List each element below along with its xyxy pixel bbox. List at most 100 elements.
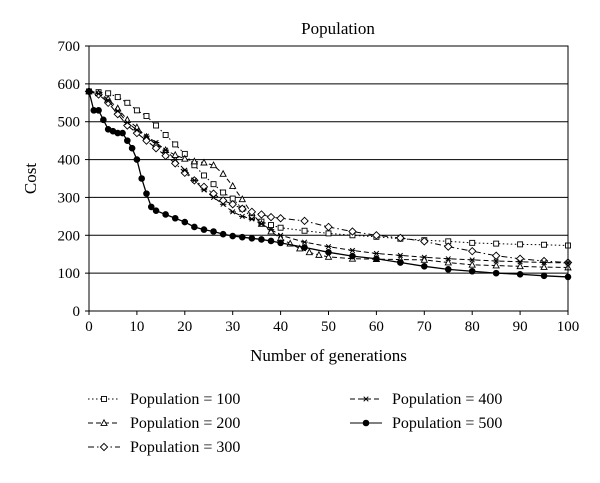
- y-tick-label: 100: [58, 266, 81, 282]
- data-point: [200, 187, 208, 193]
- series-line: [88, 90, 569, 264]
- data-point: [540, 262, 548, 270]
- data-point: [467, 246, 477, 256]
- data-point: [492, 269, 500, 277]
- data-point: [172, 141, 179, 148]
- legend-marker: [362, 419, 370, 427]
- data-point: [220, 189, 227, 196]
- legend-label: Population = 300: [130, 439, 240, 456]
- legend-marker: [362, 396, 370, 402]
- x-tick-label: 20: [177, 319, 192, 335]
- data-point: [373, 250, 380, 257]
- series-line: [88, 90, 569, 247]
- data-point: [239, 213, 246, 220]
- data-point: [266, 212, 276, 222]
- data-point: [100, 116, 107, 124]
- series-5: [85, 88, 572, 281]
- y-tick-label: 0: [73, 304, 81, 320]
- data-point: [104, 98, 112, 104]
- data-point: [181, 218, 189, 226]
- data-point: [268, 222, 274, 229]
- data-point: [276, 214, 285, 223]
- legend-label: Population = 500: [392, 415, 502, 432]
- x-tick-label: 30: [225, 319, 240, 335]
- data-point: [444, 242, 453, 251]
- legend: Population = 100 Population = 200 Populati…: [88, 391, 502, 456]
- data-point: [228, 200, 237, 209]
- data-point: [114, 108, 121, 114]
- x-tick-label: 50: [321, 319, 336, 335]
- x-tick-label: 100: [557, 319, 580, 335]
- series-line: [88, 90, 569, 264]
- data-point: [325, 230, 332, 237]
- series-3: [84, 87, 573, 267]
- data-point: [152, 139, 160, 146]
- data-point: [133, 156, 141, 163]
- data-point: [95, 91, 102, 97]
- data-point: [248, 216, 256, 222]
- data-point: [540, 272, 548, 280]
- legend-label: Population = 400: [392, 391, 502, 408]
- data-point: [143, 133, 150, 139]
- data-point: [133, 107, 140, 114]
- data-point: [229, 209, 236, 215]
- data-point: [209, 161, 218, 169]
- data-point: [324, 252, 333, 260]
- x-tick-label: 80: [465, 319, 480, 335]
- data-point: [315, 250, 323, 258]
- x-tick-label: 0: [85, 319, 93, 335]
- data-point: [147, 203, 155, 211]
- data-point: [349, 247, 356, 254]
- data-point: [300, 216, 309, 226]
- y-tick-label: 200: [58, 228, 81, 244]
- x-axis-ticks: 0 10 20 30 40 50 60 70 80 90 100: [85, 311, 579, 335]
- data-point: [143, 113, 150, 119]
- data-point: [153, 122, 160, 129]
- data-point: [210, 181, 217, 188]
- data-point: [444, 266, 452, 273]
- series-4: [85, 88, 572, 266]
- data-point: [267, 237, 275, 245]
- data-point: [469, 257, 476, 263]
- data-point: [201, 172, 207, 179]
- y-tick-label: 700: [58, 39, 81, 55]
- data-point: [171, 150, 179, 158]
- y-tick-label: 300: [58, 190, 81, 206]
- data-point: [468, 260, 476, 268]
- data-point: [445, 256, 452, 262]
- legend-marker: [99, 442, 109, 452]
- plot-series: [84, 87, 573, 281]
- data-point: [171, 214, 179, 222]
- data-point: [181, 154, 189, 162]
- data-point: [191, 223, 198, 231]
- data-point: [539, 256, 549, 266]
- data-point: [301, 227, 308, 234]
- data-point: [516, 259, 524, 265]
- x-tick-label: 40: [273, 319, 288, 335]
- data-point: [228, 181, 237, 189]
- data-point: [444, 258, 453, 266]
- data-point: [301, 239, 308, 245]
- data-point: [540, 259, 548, 266]
- data-point: [162, 132, 169, 138]
- x-tick-label: 10: [129, 319, 144, 335]
- data-point: [373, 255, 380, 263]
- data-point: [296, 244, 304, 252]
- x-axis-label: Number of generations: [250, 346, 407, 365]
- data-point: [397, 252, 404, 259]
- data-point: [190, 157, 199, 165]
- data-point: [277, 232, 284, 238]
- data-point: [257, 210, 266, 219]
- data-point: [325, 243, 332, 250]
- legend-entry: Population = 400: [350, 391, 502, 408]
- data-point: [238, 195, 247, 203]
- data-point: [124, 137, 131, 144]
- x-tick-label: 70: [417, 319, 432, 335]
- legend-marker: [100, 418, 108, 426]
- data-point: [516, 262, 524, 270]
- data-point: [492, 258, 500, 264]
- data-point: [238, 233, 246, 241]
- data-point: [114, 94, 121, 101]
- data-point: [247, 207, 257, 217]
